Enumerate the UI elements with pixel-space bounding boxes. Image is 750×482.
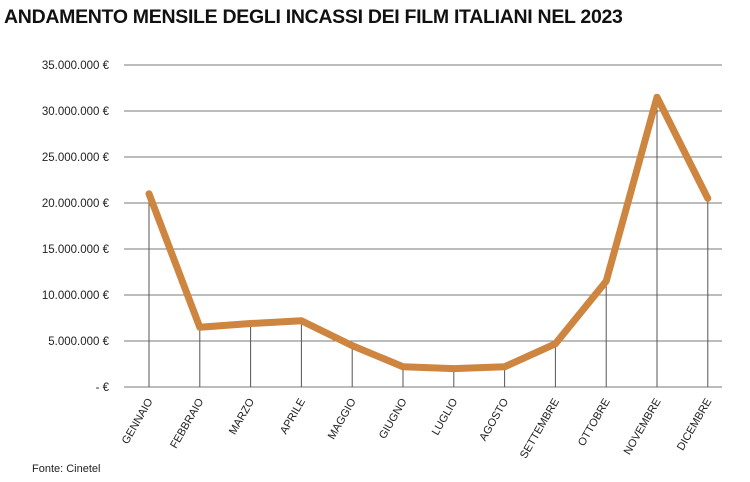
data-point [247,320,254,327]
y-tick-label: 35.000.000 € [42,60,110,72]
y-tick-label: 5.000.000 € [48,336,109,348]
y-tick-label: 10.000.000 € [42,290,110,302]
y-tick-label: - € [96,382,110,394]
x-tick-label: LUGLIO [430,396,461,437]
x-tick-label: AGOSTO [477,396,511,443]
data-point [603,278,610,285]
chart-title: ANDAMENTO MENSILE DEGLI INCASSI DEI FILM… [4,6,623,28]
x-tick-label: OTTOBRE [576,397,613,449]
data-point [653,94,661,101]
data-point [501,363,508,370]
source-note: Fonte: Cinetel [32,463,101,475]
data-point [399,363,407,370]
y-tick-label: 30.000.000 € [42,106,110,118]
y-tick-label: 15.000.000 € [42,244,110,256]
x-tick-label: NOVEMBRE [622,397,664,458]
x-tick-label: MARZO [227,396,257,437]
x-tick-label: APRILE [278,397,308,437]
x-tick-label: FEBBRAIO [168,396,206,451]
series-line [145,93,712,373]
x-tick-label: SETTEMBRE [518,397,562,461]
y-tick-label: 20.000.000 € [42,198,110,210]
x-tick-label: GENNAIO [120,396,156,446]
data-point [196,324,203,331]
data-point [145,190,153,197]
data-point [450,365,457,372]
x-tick-label: GIUGNO [377,396,410,441]
data-point [704,195,711,202]
y-tick-label: 25.000.000 € [42,152,110,164]
data-point [298,317,305,324]
x-tick-label: DICEMBRE [675,397,714,453]
data-point [349,342,356,349]
x-tick-label: MAGGIO [326,396,359,442]
data-point [552,340,559,347]
